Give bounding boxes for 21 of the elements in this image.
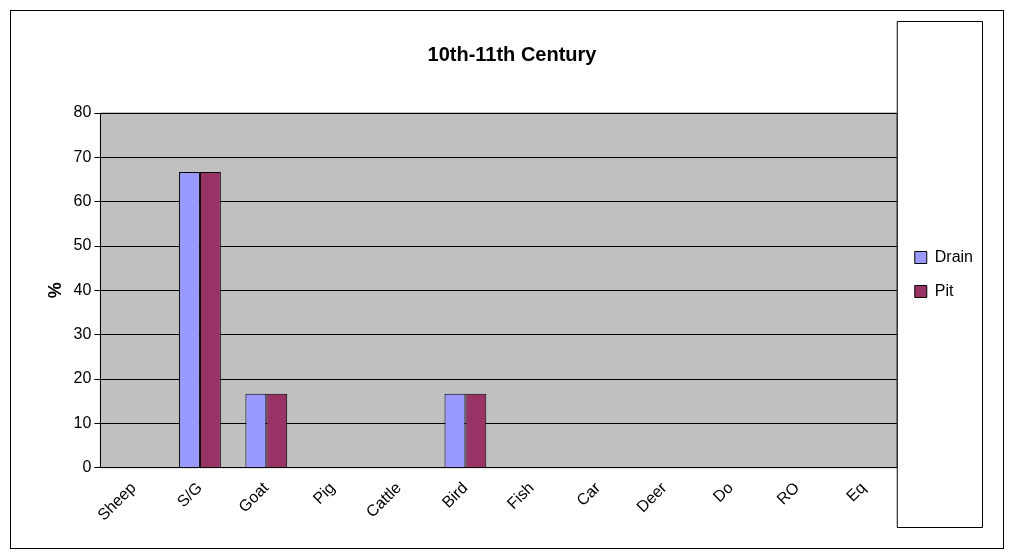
y-tick-label: 0 (82, 458, 92, 476)
legend-label: Pit (934, 281, 954, 299)
x-tick-label: Do (709, 478, 737, 506)
y-tick-label: 40 (73, 280, 92, 298)
y-tick-label: 60 (73, 192, 92, 210)
y-tick-label: 10 (73, 413, 92, 431)
y-tick-label: 70 (73, 147, 92, 165)
x-tick-label: Pig (309, 478, 338, 508)
x-tick-label: Eq (842, 478, 869, 505)
y-tick-label: 80 (73, 103, 92, 121)
y-tick-label: 50 (73, 236, 92, 254)
x-tick-label: Fish (503, 478, 537, 513)
y-tick-label: 30 (73, 325, 92, 343)
x-tick-label: RO (773, 478, 803, 508)
x-tick-label: Car (573, 478, 604, 509)
y-tick-label: 20 (73, 369, 92, 387)
x-tick-label: S/G (173, 478, 206, 511)
chart-title: 10th-11th Century (427, 42, 598, 65)
legend-label: Drain (934, 247, 973, 265)
y-axis-title: % (44, 282, 65, 299)
x-tick-label: Bird (438, 478, 471, 511)
